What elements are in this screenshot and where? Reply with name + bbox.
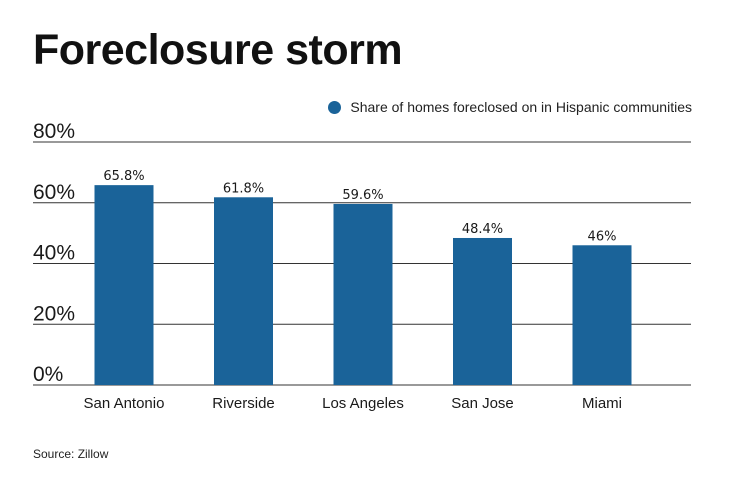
x-tick-label: San Antonio	[84, 395, 165, 412]
data-label: 61.8%	[223, 181, 264, 196]
bar	[453, 237, 512, 385]
x-tick-label: Los Angeles	[322, 395, 404, 412]
legend: Share of homes foreclosed on in Hispanic…	[328, 99, 692, 115]
y-tick-label: 60%	[33, 181, 75, 204]
bar	[214, 197, 273, 385]
data-label: 48.4%	[462, 222, 503, 237]
bar	[572, 245, 632, 385]
bar	[94, 185, 154, 385]
legend-marker	[328, 100, 342, 114]
y-tick-label: 0%	[33, 363, 63, 386]
x-tick-label: Riverside	[212, 395, 275, 412]
y-tick-label: 20%	[33, 302, 75, 325]
data-label: 59.6%	[342, 188, 383, 203]
chart-title: Foreclosure storm	[33, 26, 403, 74]
source-note: Source: Zillow	[33, 447, 109, 461]
y-tick-label: 80%	[33, 120, 75, 143]
legend-label: Share of homes foreclosed on in Hispanic…	[350, 99, 692, 115]
data-label: 46%	[588, 229, 617, 244]
x-tick-label: Miami	[582, 395, 622, 412]
y-tick-label: 40%	[33, 242, 75, 265]
data-label: 65.8%	[103, 169, 144, 184]
x-tick-label: San Jose	[451, 395, 514, 412]
bar	[333, 203, 393, 385]
